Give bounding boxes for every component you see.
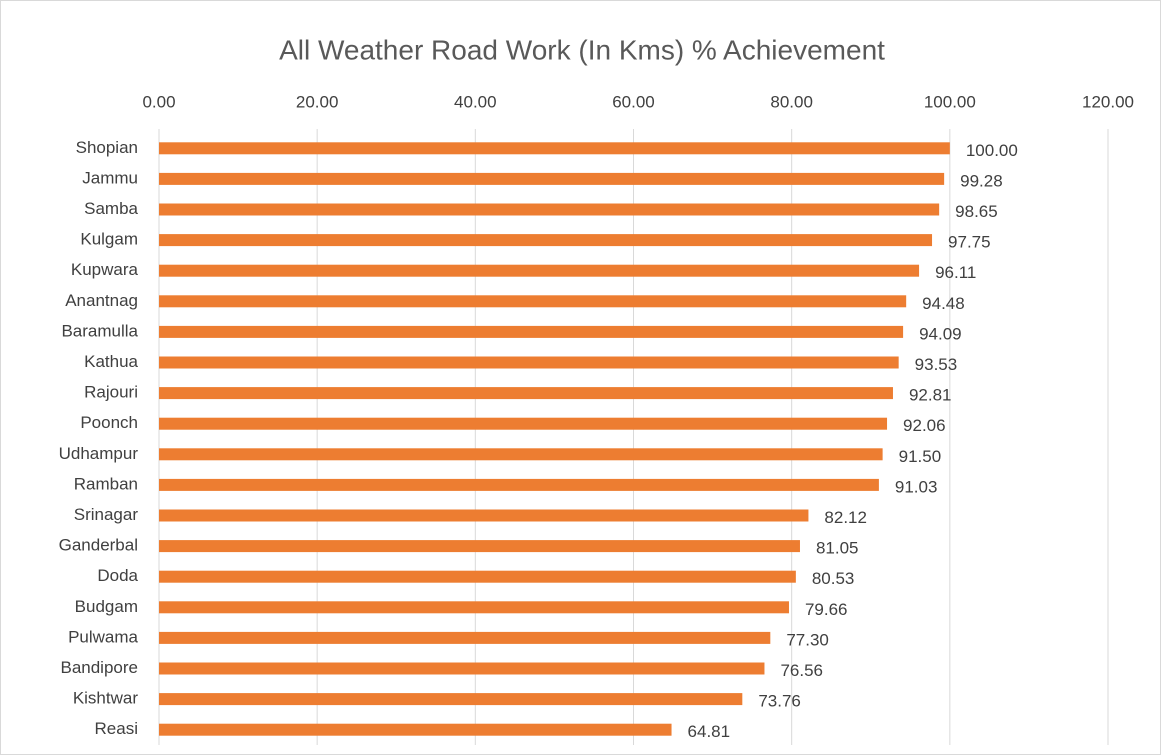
- y-tick-label: Ramban: [74, 474, 138, 493]
- y-tick-label: Kulgam: [80, 230, 138, 249]
- data-label: 64.81: [688, 722, 731, 741]
- y-tick-label: Kathua: [84, 352, 138, 371]
- data-label: 79.66: [805, 600, 848, 619]
- bar: [159, 448, 883, 461]
- data-label: 91.50: [899, 447, 942, 466]
- bar: [159, 570, 796, 583]
- bar: [159, 478, 879, 491]
- y-tick-label: Anantnag: [65, 291, 138, 310]
- data-label: 76.56: [780, 661, 823, 680]
- bar: [159, 723, 672, 736]
- y-tick-label: Srinagar: [74, 505, 139, 524]
- y-tick-label: Shopian: [76, 138, 138, 157]
- x-tick-label: 120.00: [1082, 92, 1134, 111]
- y-tick-label: Bandipore: [60, 658, 138, 677]
- data-label: 94.48: [922, 294, 965, 313]
- data-label: 92.81: [909, 386, 952, 405]
- bar: [159, 540, 800, 553]
- data-label: 77.30: [786, 630, 829, 649]
- y-tick-label: Doda: [97, 566, 138, 585]
- bar: [159, 172, 945, 185]
- x-tick-label: 20.00: [296, 92, 339, 111]
- bar: [159, 325, 904, 338]
- bar: [159, 387, 893, 400]
- bar: [159, 417, 888, 430]
- data-label: 94.09: [919, 324, 962, 343]
- data-label: 91.03: [895, 477, 938, 496]
- chart-title: All Weather Road Work (In Kms) % Achieve…: [279, 34, 885, 65]
- y-tick-label: Ganderbal: [59, 536, 138, 555]
- data-label: 97.75: [948, 233, 991, 252]
- data-label: 96.11: [935, 263, 976, 282]
- y-tick-label: Rajouri: [84, 383, 138, 402]
- bar: [159, 142, 950, 155]
- y-tick-label: Pulwama: [68, 627, 138, 646]
- data-label: 100.00: [966, 141, 1018, 160]
- bar: [159, 631, 771, 644]
- data-label: 80.53: [812, 569, 855, 588]
- y-tick-label: Budgam: [75, 597, 138, 616]
- bar: [159, 295, 907, 308]
- y-tick-label: Reasi: [95, 719, 138, 738]
- y-tick-label: Samba: [84, 199, 138, 218]
- data-label: 98.65: [955, 202, 998, 221]
- bar: [159, 509, 809, 522]
- x-tick-label: 80.00: [770, 92, 813, 111]
- bar: [159, 234, 933, 247]
- bar: [159, 693, 743, 706]
- y-tick-label: Udhampur: [59, 444, 139, 463]
- bar: [159, 601, 789, 614]
- data-label: 82.12: [824, 508, 867, 527]
- data-label: 73.76: [758, 692, 801, 711]
- y-tick-label: Jammu: [82, 168, 138, 187]
- data-label: 93.53: [915, 355, 958, 374]
- data-label: 92.06: [903, 416, 946, 435]
- data-label: 99.28: [960, 171, 1003, 190]
- x-tick-label: 40.00: [454, 92, 497, 111]
- bar: [159, 662, 765, 675]
- y-tick-label: Kupwara: [71, 260, 139, 279]
- bar: [159, 356, 899, 369]
- y-tick-label: Poonch: [80, 413, 138, 432]
- data-label: 81.05: [816, 539, 859, 558]
- x-tick-label: 0.00: [142, 92, 175, 111]
- bar: [159, 264, 920, 277]
- y-tick-label: Baramulla: [61, 321, 138, 340]
- y-tick-label: Kishtwar: [73, 689, 139, 708]
- x-tick-label: 60.00: [612, 92, 655, 111]
- bar: [159, 203, 940, 216]
- x-tick-label: 100.00: [924, 92, 976, 111]
